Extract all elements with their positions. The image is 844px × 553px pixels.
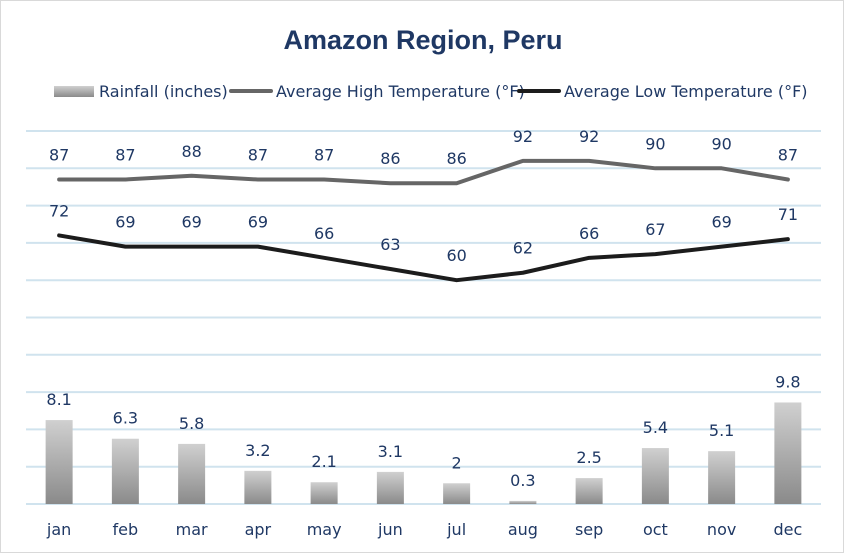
data-label-high: 92 [579, 127, 599, 146]
data-label-rainfall: 6.3 [113, 409, 138, 428]
bar-aug [509, 500, 537, 504]
data-label-high: 87 [778, 145, 798, 164]
data-labels: 8.1 6.3 5.8 3.2 2.1 3.1 2 0.3 2.5 5.4 5.1 9.8 87 87 88… [46, 127, 800, 490]
bar-oct [641, 448, 669, 504]
x-tick-label: oct [643, 520, 668, 539]
legend-label: Rainfall (inches) [99, 82, 228, 101]
line-series [57, 158, 790, 283]
bar-feb [111, 438, 139, 504]
bar-jul [443, 483, 471, 504]
bar-jun [376, 471, 404, 504]
chart-title: Amazon Region, Peru [283, 25, 562, 55]
legend-item-1: Rainfall (inches) [54, 82, 228, 101]
bar-series-rainfall [45, 402, 802, 504]
data-label-low: 69 [115, 213, 135, 232]
data-label-rainfall: 0.3 [510, 471, 535, 490]
grid [26, 130, 821, 505]
data-label-rainfall: 5.8 [179, 414, 204, 433]
data-label-high: 87 [314, 145, 334, 164]
data-label-low: 60 [446, 246, 466, 265]
data-label-low: 69 [711, 213, 731, 232]
data-label-rainfall: 5.1 [709, 421, 734, 440]
x-tick-label: sep [575, 520, 603, 539]
data-label-rainfall: 5.4 [643, 418, 668, 437]
bar-mar [178, 443, 206, 504]
bar-apr [244, 470, 272, 504]
bar-jan [45, 420, 73, 504]
data-label-low: 71 [778, 205, 798, 224]
data-label-rainfall: 3.2 [245, 441, 270, 460]
legend: Rainfall (inches) Average High Temperatur… [54, 82, 808, 101]
data-label-high: 90 [711, 134, 731, 153]
data-label-high: 86 [380, 149, 400, 168]
data-label-low: 69 [248, 213, 268, 232]
bar-dec [774, 402, 802, 504]
data-label-high: 90 [645, 134, 665, 153]
data-label-rainfall: 8.1 [46, 390, 71, 409]
x-axis: jan feb mar apr may jun jul aug sep oct nov dec [46, 520, 802, 539]
data-label-low: 69 [181, 213, 201, 232]
data-label-high: 88 [181, 142, 201, 161]
data-label-high: 87 [115, 145, 135, 164]
x-tick-label: aug [508, 520, 538, 539]
legend-item-2: Average High Temperature (°F) [229, 82, 525, 101]
data-label-low: 63 [380, 235, 400, 254]
data-label-low: 66 [579, 224, 599, 243]
bar-sep [575, 478, 603, 504]
data-label-low: 66 [314, 224, 334, 243]
data-label-high: 87 [248, 145, 268, 164]
data-label-low: 67 [645, 220, 665, 239]
x-tick-label: apr [245, 520, 272, 539]
data-label-rainfall: 9.8 [775, 372, 800, 391]
data-label-low: 72 [49, 201, 69, 220]
legend-swatch-bar [54, 86, 94, 97]
x-tick-label: feb [113, 520, 139, 539]
data-label-high: 86 [446, 149, 466, 168]
data-label-high: 92 [513, 127, 533, 146]
legend-label: Average High Temperature (°F) [276, 82, 525, 101]
data-label-rainfall: 2.1 [311, 452, 336, 471]
legend-item-3: Average Low Temperature (°F) [517, 82, 808, 101]
data-label-rainfall: 2 [452, 453, 462, 472]
x-tick-label: dec [773, 520, 802, 539]
x-tick-label: nov [707, 520, 736, 539]
x-tick-label: jul [446, 520, 466, 539]
legend-label: Average Low Temperature (°F) [564, 82, 808, 101]
line-avg-high [57, 158, 790, 186]
bar-nov [708, 451, 736, 504]
x-tick-label: jan [46, 520, 71, 539]
bar-may [310, 482, 338, 504]
data-label-low: 62 [513, 239, 533, 258]
x-tick-label: mar [176, 520, 208, 539]
data-label-rainfall: 3.1 [378, 442, 403, 461]
data-label-high: 87 [49, 145, 69, 164]
data-label-rainfall: 2.5 [576, 448, 601, 467]
x-tick-label: jun [377, 520, 403, 539]
line-avg-low [57, 233, 790, 283]
x-tick-label: may [307, 520, 342, 539]
